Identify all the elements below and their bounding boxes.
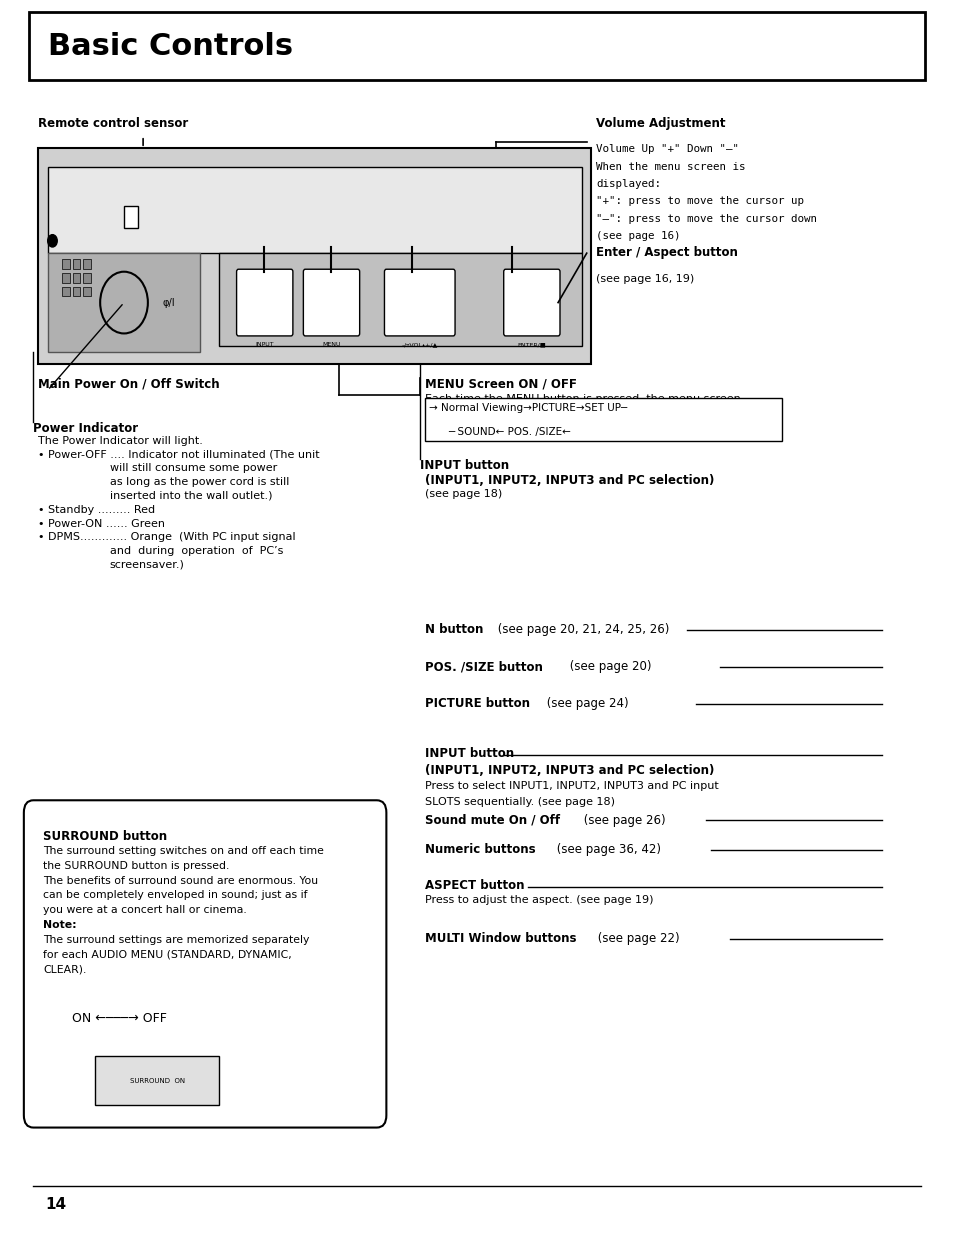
Text: • Power-ON ...... Green: • Power-ON ...... Green [38, 519, 165, 529]
Bar [72, 287, 80, 296]
Bar [48, 253, 200, 352]
Text: (see page 20): (see page 20) [565, 661, 651, 673]
FancyBboxPatch shape [384, 269, 455, 336]
Text: INPUT button: INPUT button [424, 747, 513, 761]
Circle shape [48, 235, 57, 247]
Text: Enter / Aspect button: Enter / Aspect button [596, 246, 738, 259]
Text: • DPMS............. Orange  (With PC input signal: • DPMS............. Orange (With PC inpu… [38, 532, 295, 542]
Text: SURROUND  ON: SURROUND ON [130, 1078, 185, 1083]
Text: Press to select INPUT1, INPUT2, INPUT3 and PC input: Press to select INPUT1, INPUT2, INPUT3 a… [424, 781, 718, 790]
Text: "+": press to move the cursor up: "+": press to move the cursor up [596, 196, 803, 206]
Text: MENU Screen ON / OFF: MENU Screen ON / OFF [424, 378, 576, 391]
Text: displayed:: displayed: [596, 179, 660, 189]
Text: the SURROUND button is pressed.: the SURROUND button is pressed. [43, 861, 229, 871]
Text: INPUT button: INPUT button [419, 459, 508, 473]
Text: as long as the power cord is still: as long as the power cord is still [110, 477, 289, 487]
Text: will still consume some power: will still consume some power [110, 463, 276, 473]
Text: screensaver.): screensaver.) [110, 559, 184, 569]
Bar [83, 259, 91, 269]
Text: (see page 26): (see page 26) [579, 814, 665, 826]
Text: 14: 14 [46, 1197, 67, 1212]
Text: Note:: Note: [43, 920, 76, 930]
Text: (see page 24): (see page 24) [542, 698, 628, 710]
Text: N button: N button [424, 624, 482, 636]
Bar [38, 148, 591, 364]
FancyBboxPatch shape [303, 269, 359, 336]
Text: SURROUND button: SURROUND button [43, 830, 167, 844]
Text: PICTURE button: PICTURE button [424, 698, 529, 710]
Text: ON ←───→ OFF: ON ←───→ OFF [71, 1013, 166, 1025]
Text: can be completely enveloped in sound; just as if: can be completely enveloped in sound; ju… [43, 890, 307, 900]
Text: Remote control sensor: Remote control sensor [38, 116, 188, 130]
Text: When the menu screen is: When the menu screen is [596, 162, 745, 172]
Text: Main Power On / Off Switch: Main Power On / Off Switch [38, 378, 219, 391]
Text: • Standby ......... Red: • Standby ......... Red [38, 505, 155, 515]
Text: "–": press to move the cursor down: "–": press to move the cursor down [596, 214, 817, 224]
Text: ENTER/■: ENTER/■ [517, 342, 546, 347]
Text: SLOTS sequentially. (see page 18): SLOTS sequentially. (see page 18) [424, 797, 614, 806]
Text: Basic Controls: Basic Controls [48, 32, 293, 61]
Bar [95, 1056, 219, 1105]
Bar [424, 398, 781, 441]
Text: Power Indicator: Power Indicator [33, 422, 138, 436]
Text: The benefits of surround sound are enormous. You: The benefits of surround sound are enorm… [43, 876, 317, 885]
Text: → Normal Viewing→PICTURE→SET UP─: → Normal Viewing→PICTURE→SET UP─ [429, 403, 627, 412]
Text: MULTI Window buttons: MULTI Window buttons [424, 932, 576, 945]
Text: (see page 22): (see page 22) [594, 932, 679, 945]
Text: (INPUT1, INPUT2, INPUT3 and PC selection): (INPUT1, INPUT2, INPUT3 and PC selection… [424, 764, 713, 778]
Text: Sound mute On / Off: Sound mute On / Off [424, 814, 559, 826]
Bar [124, 206, 138, 228]
Text: ─ SOUND← POS. /SIZE←: ─ SOUND← POS. /SIZE← [448, 427, 571, 437]
Text: (see page 16, 19): (see page 16, 19) [596, 274, 694, 284]
Bar [219, 253, 581, 346]
Text: Press to adjust the aspect. (see page 19): Press to adjust the aspect. (see page 19… [424, 895, 653, 905]
Text: The surround settings are memorized separately: The surround settings are memorized sepa… [43, 935, 309, 945]
Text: • Power-OFF .... Indicator not illuminated (The unit: • Power-OFF .... Indicator not illuminat… [38, 450, 319, 459]
Text: INPUT: INPUT [255, 342, 274, 347]
Text: CLEAR).: CLEAR). [43, 965, 86, 974]
Text: POS. /SIZE button: POS. /SIZE button [424, 661, 542, 673]
Bar [62, 287, 70, 296]
Text: inserted into the wall outlet.): inserted into the wall outlet.) [110, 490, 272, 500]
Text: MENU: MENU [322, 342, 340, 347]
Text: ASPECT button: ASPECT button [424, 879, 523, 893]
Text: (see page 36, 42): (see page 36, 42) [553, 844, 660, 856]
Bar [83, 273, 91, 283]
Bar [62, 259, 70, 269]
Text: –/▿VOL▴+/▲: –/▿VOL▴+/▲ [401, 342, 437, 347]
Text: (see page 18): (see page 18) [424, 489, 501, 499]
Text: (see page 20, 21, 24, 25, 26): (see page 20, 21, 24, 25, 26) [494, 624, 669, 636]
FancyBboxPatch shape [236, 269, 293, 336]
Text: φ/I: φ/I [162, 298, 174, 308]
Text: Each time the MENU button is pressed, the menu screen: Each time the MENU button is pressed, th… [424, 394, 740, 404]
Text: (see page 16): (see page 16) [596, 231, 680, 241]
Text: The surround setting switches on and off each time: The surround setting switches on and off… [43, 846, 323, 856]
Text: Volume Adjustment: Volume Adjustment [596, 116, 725, 130]
Text: and  during  operation  of  PC’s: and during operation of PC’s [110, 546, 283, 556]
Text: Numeric buttons: Numeric buttons [424, 844, 535, 856]
Text: (INPUT1, INPUT2, INPUT3 and PC selection): (INPUT1, INPUT2, INPUT3 and PC selection… [424, 474, 713, 488]
Bar [72, 273, 80, 283]
Text: you were at a concert hall or cinema.: you were at a concert hall or cinema. [43, 905, 247, 915]
Text: for each AUDIO MENU (STANDARD, DYNAMIC,: for each AUDIO MENU (STANDARD, DYNAMIC, [43, 950, 292, 960]
Bar [72, 259, 80, 269]
Bar [83, 287, 91, 296]
FancyBboxPatch shape [24, 800, 386, 1128]
Text: Volume Up "+" Down "–": Volume Up "+" Down "–" [596, 144, 739, 154]
FancyBboxPatch shape [503, 269, 559, 336]
Text: The Power Indicator will light.: The Power Indicator will light. [38, 436, 203, 446]
Text: will switch. (see page 16): will switch. (see page 16) [424, 410, 566, 420]
Bar [62, 273, 70, 283]
Bar [48, 167, 581, 253]
FancyBboxPatch shape [29, 12, 924, 80]
